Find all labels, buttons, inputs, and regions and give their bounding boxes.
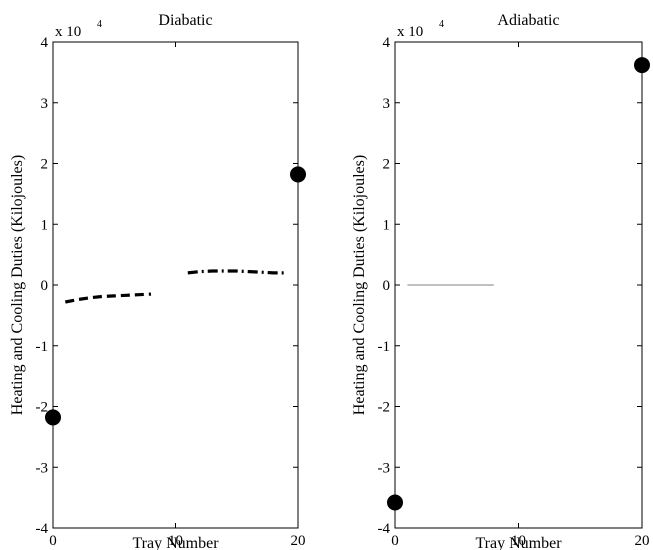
y-tick-label: 1 xyxy=(41,217,49,233)
x-axis-label: Tray Number xyxy=(475,535,562,550)
y-tick-label: -3 xyxy=(378,460,391,476)
y-axis-label: Heating and Cooling Duties (Kilojoules) xyxy=(351,155,368,415)
y-tick-label: -1 xyxy=(378,339,391,355)
y-tick-label: -4 xyxy=(36,521,49,537)
chart-title: Adiabatic xyxy=(497,12,559,29)
axis-exponent: x 10 xyxy=(55,24,81,40)
x-axis-label: Tray Number xyxy=(132,535,219,550)
x-tick-label: 20 xyxy=(635,533,650,549)
axis-exponent: x 10 xyxy=(397,24,423,40)
y-tick-label: -2 xyxy=(36,400,49,416)
y-tick-label: 0 xyxy=(41,278,49,294)
y-tick-label: 0 xyxy=(383,278,391,294)
chart-panel-left: -4 -3 -2 -1 0 1 2 3 4 0 10 20 Diabatic x 10 4 Tray Numb… xyxy=(9,12,306,550)
data-point-marker xyxy=(387,494,403,511)
axis-exponent-power: 4 xyxy=(97,19,102,30)
data-point-marker xyxy=(45,409,61,426)
series-line-1 xyxy=(64,292,152,304)
y-tick-label: -1 xyxy=(36,339,49,355)
y-tick-label: -2 xyxy=(378,400,391,416)
data-point-marker xyxy=(634,57,650,74)
y-tick-label: -3 xyxy=(36,460,49,476)
x-tick-label: 10 xyxy=(511,533,526,549)
series-line-2 xyxy=(187,269,286,275)
plot-frame xyxy=(52,41,299,529)
y-tick-label: 4 xyxy=(41,35,49,51)
x-tick-label: 0 xyxy=(391,533,399,549)
data-point-marker xyxy=(290,166,306,183)
y-tick-label: 3 xyxy=(383,96,391,112)
x-tick-label: 0 xyxy=(49,533,57,549)
x-tick-label: 10 xyxy=(168,533,183,549)
axis-exponent-power: 4 xyxy=(439,19,444,30)
y-axis-label: Heating and Cooling Duties (Kilojoules) xyxy=(9,155,26,415)
chart-title: Diabatic xyxy=(158,12,212,29)
y-tick-label: -4 xyxy=(378,521,391,537)
y-tick-label: 4 xyxy=(383,35,391,51)
x-tick-label: 20 xyxy=(291,533,306,549)
y-tick-label: 2 xyxy=(41,157,49,173)
y-tick-label: 2 xyxy=(383,157,391,173)
y-tick-label: 3 xyxy=(41,96,49,112)
chart-panel-right: -4 -3 -2 -1 0 1 2 3 4 0 10 20 Adiabatic x 10 4 Tray Num… xyxy=(351,12,650,550)
y-tick-label: 1 xyxy=(383,217,391,233)
